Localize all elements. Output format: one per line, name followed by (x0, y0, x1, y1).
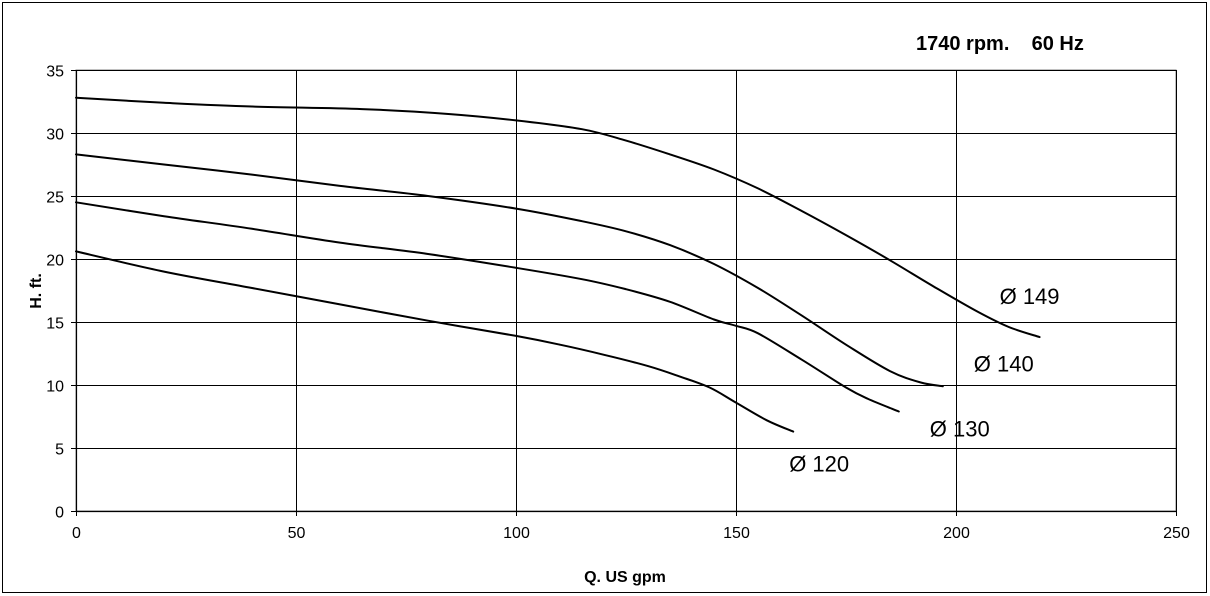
y-tick-label: 20 (46, 253, 64, 270)
x-tick-label: 50 (288, 525, 306, 542)
y-tick-label: 25 (46, 190, 64, 207)
x-tick-label: 250 (1163, 525, 1190, 542)
curve-labels: Ø 149 Ø 140 Ø 130 Ø 120 (789, 284, 1059, 477)
y-tick-label: 15 (46, 316, 64, 333)
series-label-2: Ø 140 (974, 351, 1034, 376)
y-tick-label: 35 (46, 64, 64, 81)
tick-labels: 0 5 10 15 20 25 30 35 0 50 100 150 200 250 (46, 64, 1190, 543)
x-tick-label: 150 (723, 525, 750, 542)
series-lines (75, 96, 1041, 433)
x-tick-label: 200 (943, 525, 970, 542)
x-axis-title: Q. US gpm (584, 569, 666, 586)
series-line-3 (75, 201, 900, 413)
y-tick-label: 5 (55, 442, 64, 459)
x-tick-label: 100 (503, 525, 530, 542)
series-line-1 (75, 96, 1041, 339)
series-line-4 (75, 250, 795, 433)
chart-subtitle: 1740 rpm. 60 Hz (916, 33, 1084, 55)
x-tick-label: 0 (72, 525, 81, 542)
series-label-1: Ø 149 (1000, 284, 1060, 309)
series-label-3: Ø 130 (930, 416, 990, 441)
grid (71, 69, 1177, 516)
series-line-2 (75, 153, 944, 388)
y-tick-label: 30 (46, 127, 64, 144)
series-label-4: Ø 120 (789, 452, 849, 477)
y-axis-title: H. ft. (28, 273, 45, 309)
y-tick-label: 10 (46, 379, 64, 396)
y-tick-label: 0 (55, 505, 64, 522)
